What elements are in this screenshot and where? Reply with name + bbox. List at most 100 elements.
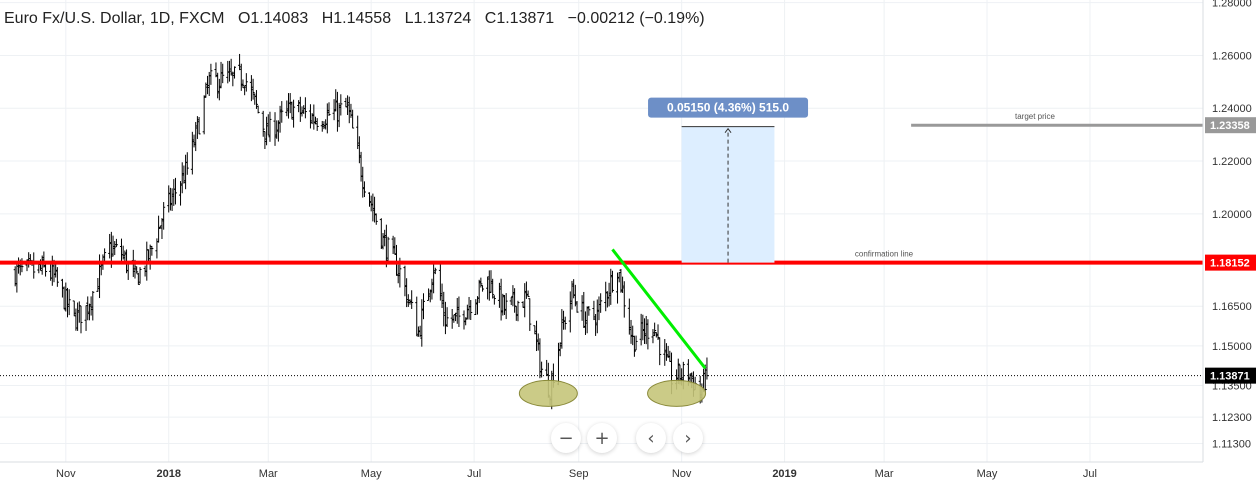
- target-price-badge: 1.23358: [1210, 120, 1250, 132]
- ohlc-bar: [416, 326, 420, 337]
- ohlc-bar: [266, 114, 270, 136]
- ohlc-bar: [303, 97, 307, 119]
- confirmation-price-badge: 1.18152: [1210, 258, 1250, 270]
- ohlc-bar: [111, 235, 115, 257]
- minus-icon: −: [558, 427, 574, 449]
- ohlc-bar: [64, 282, 68, 312]
- zoom-out-button[interactable]: −: [551, 423, 581, 453]
- ohlc-bar: [17, 257, 21, 274]
- ohlc-bar: [344, 97, 348, 108]
- ohlc-bar: [44, 262, 48, 277]
- ohlc-bar: [643, 318, 647, 344]
- ohlc-bar: [511, 285, 515, 307]
- ohlc-bar: [339, 94, 343, 116]
- ohlc-bar: [362, 181, 366, 198]
- ohlc-bar: [27, 252, 31, 268]
- ohlc-bar: [86, 296, 90, 321]
- ohlc-bar: [273, 112, 277, 146]
- ohlc-bar: [162, 202, 166, 230]
- ohlc-bar: [509, 296, 513, 306]
- ohlc-bar: [634, 335, 638, 351]
- ohlc-bar: [469, 299, 473, 321]
- chevron-right-icon: ›: [684, 427, 692, 449]
- measure-label: 0.05150 (4.36%) 515.0: [667, 101, 789, 115]
- ohlc-bar: [528, 298, 532, 331]
- ohlc-bar: [65, 287, 69, 318]
- zoom-in-button[interactable]: +: [587, 423, 617, 453]
- ohlc-bar: [292, 99, 296, 128]
- ohlc-bar: [150, 245, 154, 256]
- ohlc-bar: [209, 63, 213, 85]
- ohlc-bar: [337, 102, 341, 128]
- last-price-badge-bg: [1205, 367, 1256, 384]
- x-tick-label: Jul: [1083, 468, 1097, 480]
- ohlc-bar: [192, 134, 196, 148]
- ohlc-bar: [227, 60, 231, 82]
- ohlc-bar: [386, 236, 390, 261]
- x-tick-label: Sep: [569, 468, 589, 480]
- confirmation-price-badge-bg: [1205, 254, 1256, 271]
- ohlc-bar: [263, 131, 267, 150]
- x-tick-label: Nov: [672, 468, 692, 480]
- x-tick-label: 2018: [156, 468, 180, 480]
- bottom-marker-ellipse: [518, 379, 578, 407]
- scroll-left-button[interactable]: ‹: [636, 423, 666, 453]
- confirmation-line-label: confirmation line: [855, 250, 914, 259]
- ohlc-bar: [580, 295, 584, 321]
- ohlc-bar: [607, 282, 611, 307]
- ohlc-bar: [15, 262, 19, 293]
- ohlc-bar: [403, 265, 407, 297]
- ohlc-bar: [190, 131, 194, 175]
- ohlc-bar: [280, 101, 284, 123]
- ohlc-bar: [475, 296, 479, 315]
- y-tick-label: 1.22000: [1212, 156, 1252, 168]
- ohlc-bar: [617, 272, 621, 283]
- ohlc-bar: [72, 300, 76, 317]
- ohlc-bar: [219, 61, 223, 89]
- ohlc-bar: [194, 121, 198, 152]
- ohlc-bar: [454, 312, 458, 322]
- ohlc-bar: [356, 115, 360, 150]
- ohlc-bar: [373, 196, 377, 223]
- ohlc-bar: [20, 258, 24, 273]
- x-tick-label: Nov: [56, 468, 76, 480]
- ohlc-bar: [357, 136, 361, 164]
- ohlc-bar: [514, 305, 518, 321]
- ohlc-bar: [136, 272, 140, 286]
- ohlc-bar: [170, 188, 174, 211]
- ohlc-bar: [545, 359, 549, 376]
- ohlc-bar: [452, 314, 456, 323]
- ohlc-bar: [221, 63, 225, 84]
- ohlc-bar: [513, 288, 517, 313]
- ohlc-bar: [347, 96, 351, 124]
- ohlc-bar: [229, 58, 233, 76]
- ohlc-bar: [244, 73, 248, 92]
- ohlc-bar: [253, 93, 257, 105]
- ohlc-bar: [421, 293, 425, 320]
- ohlc-bar: [173, 177, 177, 205]
- ohlc-bar: [575, 301, 579, 313]
- scroll-right-button[interactable]: ›: [673, 423, 703, 453]
- y-tick-label: 1.26000: [1212, 50, 1252, 62]
- ohlc-bar: [84, 305, 88, 331]
- ohlc-bar: [261, 110, 265, 137]
- ohlc-bar: [396, 264, 400, 284]
- ohlc-bar: [195, 116, 199, 139]
- ohlc-bar: [405, 278, 409, 308]
- ohlc-bar: [438, 263, 442, 301]
- ohlc-bar: [563, 316, 567, 330]
- ohlc-bar: [37, 263, 41, 274]
- ohlc-bar: [489, 270, 493, 293]
- ohlc-bar: [381, 233, 385, 250]
- ohlc-bar: [654, 332, 658, 338]
- ohlc-bar: [327, 102, 331, 116]
- ohlc-bar: [251, 78, 255, 100]
- ohlc-bar: [610, 270, 614, 293]
- ohlc-bar: [486, 276, 490, 300]
- ohlc-bar: [572, 279, 576, 299]
- ohlc-bar: [465, 304, 469, 320]
- ohlc-bar: [202, 95, 206, 135]
- ohlc-bar: [76, 302, 80, 331]
